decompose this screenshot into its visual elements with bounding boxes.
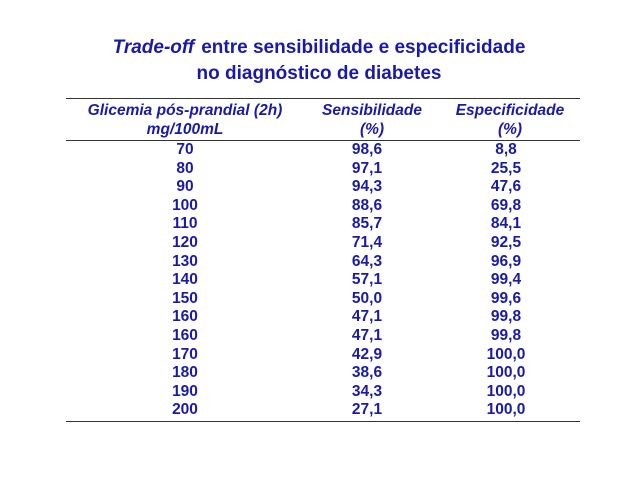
cell-especificidade: 92,5 [490,233,522,251]
cell-sensibilidade: 38,6 [351,364,383,382]
cell-especificidade: 99,6 [490,289,522,307]
cell-glicemia: 170 [172,345,198,363]
cell-especificidade: 100,0 [486,364,526,382]
table-row: 150 50,0 99,6 [66,290,580,309]
cell-sensibilidade: 47,1 [351,308,383,326]
cell-especificidade: 100,0 [486,401,526,419]
cell-sensibilidade: 34,3 [351,382,383,400]
cell-glicemia: 160 [172,326,198,344]
cell-sensibilidade: 42,9 [351,345,383,363]
cell-especificidade: 99,4 [490,271,522,289]
table-row: 130 64,3 96,9 [66,253,580,272]
cell-especificidade: 69,8 [490,196,522,214]
cell-sensibilidade: 57,1 [351,271,383,289]
cell-especificidade: 99,8 [490,308,522,326]
cell-especificidade: 8,8 [495,141,517,158]
cell-sensibilidade: 64,3 [351,252,383,270]
table-row: 110 85,7 84,1 [66,215,580,234]
cell-sensibilidade: 98,6 [351,141,383,158]
cell-sensibilidade: 94,3 [351,178,383,196]
table-row: 80 97,1 25,5 [66,160,580,179]
table-header-rule [66,140,580,141]
title-line1-text: entre sensibilidade e especificidade [201,37,526,58]
title-tradeoff-term: Trade-off [112,37,195,58]
table-row: 200 27,1 100,0 [66,401,580,420]
table-bottom-rule [66,421,580,422]
cell-glicemia: 130 [172,252,198,270]
cell-especificidade: 96,9 [490,252,522,270]
table-row: 100 88,6 69,8 [66,197,580,216]
table-row: 90 94,3 47,6 [66,178,580,197]
table-row: 70 98,6 8,8 [66,141,580,160]
header-sensibilidade-label: Sensibilidade [322,102,422,119]
table-body: 70 98,6 8,8 80 97,1 25,5 90 94,3 47,6 100 88,6 69,8… [66,141,580,420]
table-row: 160 47,1 99,8 [66,327,580,346]
cell-sensibilidade: 27,1 [351,401,383,419]
cell-glicemia: 160 [172,308,198,326]
table-row: 140 57,1 99,4 [66,271,580,290]
table-row: 190 34,3 100,0 [66,383,580,402]
cell-glicemia: 180 [172,364,198,382]
header-sensibilidade: Sensibilidade (%) [306,101,438,139]
slide-title-line2: no diagnóstico de diabetes [196,63,442,84]
cell-glicemia: 140 [172,271,198,289]
cell-sensibilidade: 97,1 [351,159,383,177]
cell-glicemia: 190 [172,382,198,400]
cell-glicemia: 200 [172,401,198,419]
cell-glicemia: 90 [176,178,194,196]
slide-title-line1: Trade-off entre sensibilidade e especific… [0,34,638,62]
cell-especificidade: 99,8 [490,326,522,344]
header-glicemia: Glicemia pós-prandial (2h) mg/100mL [70,101,300,139]
header-glicemia-unit: mg/100mL [146,121,224,138]
cell-especificidade: 47,6 [490,178,522,196]
header-especificidade: Especificidade (%) [442,101,578,139]
table-row: 120 71,4 92,5 [66,234,580,253]
cell-sensibilidade: 50,0 [351,289,383,307]
cell-glicemia: 120 [172,233,198,251]
cell-glicemia: 100 [172,196,198,214]
header-especificidade-unit: (%) [497,121,523,138]
table-row: 170 42,9 100,0 [66,346,580,365]
cell-sensibilidade: 88,6 [351,196,383,214]
cell-glicemia: 70 [176,141,194,158]
cell-sensibilidade: 71,4 [351,233,383,251]
cell-especificidade: 100,0 [486,345,526,363]
cell-glicemia: 110 [172,215,198,233]
table-row: 180 38,6 100,0 [66,364,580,383]
cell-glicemia: 80 [176,159,194,177]
cell-sensibilidade: 47,1 [351,326,383,344]
header-sensibilidade-unit: (%) [359,121,385,138]
table-row: 160 47,1 99,8 [66,308,580,327]
cell-especificidade: 84,1 [490,215,522,233]
cell-glicemia: 150 [172,289,198,307]
table-top-rule [66,98,580,99]
cell-especificidade: 100,0 [486,382,526,400]
header-glicemia-label: Glicemia pós-prandial (2h) [87,102,283,119]
header-especificidade-label: Especificidade [455,102,565,119]
cell-sensibilidade: 85,7 [351,215,383,233]
cell-especificidade: 25,5 [490,159,522,177]
